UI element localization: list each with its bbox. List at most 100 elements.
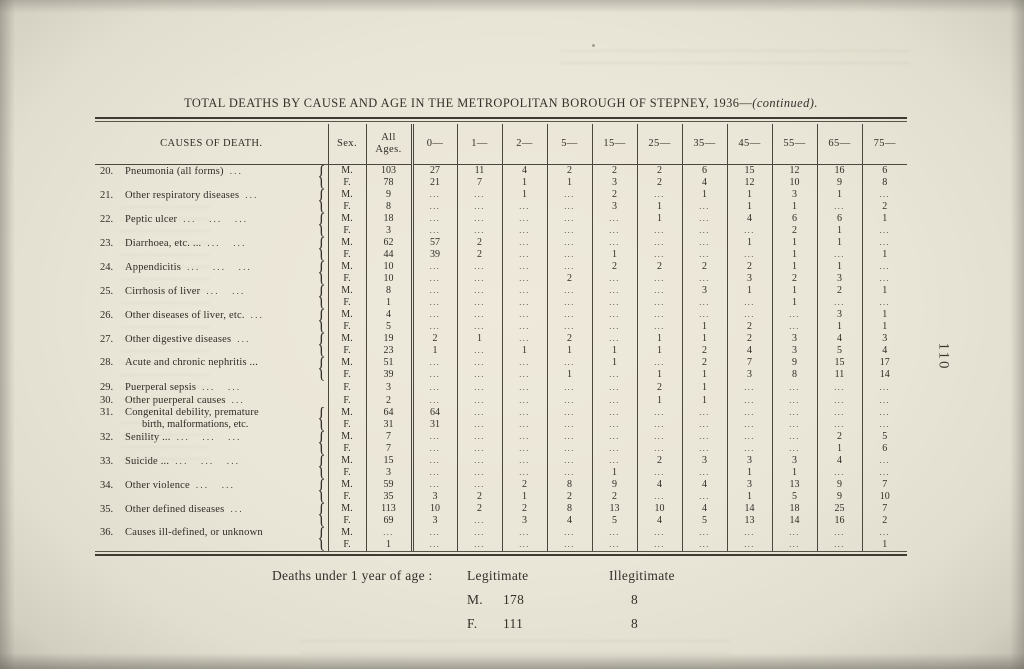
- table-row: F. 35 3 2 1 2 2...... 1 5 9 10: [95, 491, 907, 503]
- sex-cell: M.: [327, 261, 366, 273]
- value-cell: 1: [771, 285, 817, 297]
- value-cell: 2: [636, 455, 682, 467]
- value-cell: ...: [726, 443, 772, 455]
- table-row: F. 7........................... 1 6: [95, 443, 907, 455]
- table-row: 24. Appendicitis... ... ...{M. 10.........…: [95, 259, 907, 287]
- value-cell: 4: [501, 164, 547, 177]
- value-cell: ...: [681, 419, 727, 431]
- value-cell: ...: [456, 345, 502, 357]
- value-cell: 2: [816, 285, 862, 297]
- value-cell: 15: [816, 357, 862, 369]
- column-header: 45—: [726, 124, 772, 165]
- value-cell: ...: [861, 394, 907, 407]
- value-cell: ...: [501, 431, 547, 443]
- leader-dots: ...: [237, 334, 251, 344]
- value-cell: ...: [546, 539, 592, 551]
- value-cell: ...: [546, 297, 592, 309]
- value-cell: ...: [726, 407, 772, 419]
- footer-row-female-sex: F.: [467, 616, 478, 631]
- value-cell: ...: [681, 539, 727, 551]
- table-row: 22. Peptic ulcer... ... ...{M. 18.........…: [95, 211, 907, 239]
- value-cell: 1: [681, 189, 727, 201]
- value-cell: 2: [681, 357, 727, 369]
- value-cell: ...: [411, 455, 457, 467]
- table-row: 28. Acute and chronic nephritis ... {M. 51.…: [95, 355, 907, 383]
- value-cell: ...: [501, 527, 547, 539]
- table-row: 33. Suicide ...... ... ...{M. 15..........…: [95, 453, 907, 481]
- value-cell: 9: [816, 491, 862, 503]
- value-cell: 2: [501, 479, 547, 491]
- ink-speck: [592, 44, 595, 47]
- value-cell: 3: [681, 285, 727, 297]
- value-cell: ...: [456, 394, 502, 407]
- value-cell: ...: [411, 201, 457, 213]
- value-cell: 3: [816, 273, 862, 285]
- leader-dots: ... ... ...: [183, 214, 249, 224]
- value-cell: ...: [546, 527, 592, 539]
- cause-number: 20.: [100, 166, 114, 177]
- column-header: 25—: [636, 124, 682, 165]
- value-cell: ...: [771, 407, 817, 419]
- value-cell: 1: [726, 201, 772, 213]
- value-cell: ...: [501, 333, 547, 345]
- value-cell: ...: [411, 443, 457, 455]
- all-ages-cell: 113: [365, 503, 414, 515]
- value-cell: 2: [591, 164, 637, 177]
- value-cell: ...: [681, 213, 727, 225]
- value-cell: 11: [456, 164, 502, 177]
- value-cell: 3: [726, 479, 772, 491]
- value-cell: ...: [771, 527, 817, 539]
- value-cell: ...: [726, 539, 772, 551]
- value-cell: 2: [456, 237, 502, 249]
- sex-cell: F.: [327, 419, 366, 431]
- value-cell: 1: [681, 369, 727, 381]
- value-cell: ...: [681, 467, 727, 479]
- value-cell: 1: [636, 394, 682, 407]
- value-cell: 2: [681, 261, 727, 273]
- value-cell: ...: [546, 225, 592, 237]
- value-cell: ...: [591, 321, 637, 333]
- cause-cell: 29. Puerperal sepsis ... ...: [95, 381, 328, 394]
- value-cell: ...: [816, 249, 862, 261]
- value-cell: ...: [501, 225, 547, 237]
- sex-cell: M.: [327, 455, 366, 467]
- value-cell: ...: [591, 273, 637, 285]
- all-ages-cell: 19: [365, 333, 414, 345]
- value-cell: 6: [816, 213, 862, 225]
- table-row: 26. Other diseases of liver, etc.... {M. 4.…: [95, 307, 907, 335]
- value-cell: ...: [591, 527, 637, 539]
- value-cell: ...: [411, 394, 457, 407]
- value-cell: ...: [816, 419, 862, 431]
- value-cell: ...: [726, 249, 772, 261]
- cause-number: 35.: [100, 504, 114, 515]
- value-cell: 2: [816, 431, 862, 443]
- value-cell: ...: [816, 527, 862, 539]
- sex-cell: F.: [327, 249, 366, 261]
- cause-number: 33.: [100, 456, 114, 467]
- bleed-through-ghost: [300, 638, 730, 654]
- column-header: 0—: [411, 124, 457, 165]
- value-cell: ...: [636, 225, 682, 237]
- value-cell: 8: [546, 503, 592, 515]
- value-cell: 10: [861, 491, 907, 503]
- table-row: F. 1.............................. 1: [95, 539, 907, 551]
- value-cell: ...: [636, 539, 682, 551]
- leader-dots: ...: [230, 504, 244, 514]
- value-cell: ...: [816, 201, 862, 213]
- value-cell: 3: [816, 309, 862, 321]
- all-ages-cell: 9: [365, 189, 414, 201]
- sex-cell: F.: [327, 273, 366, 285]
- brace-glyph: {: [317, 451, 326, 482]
- leader-dots: ...: [229, 166, 244, 176]
- value-cell: 4: [816, 455, 862, 467]
- value-cell: 1: [636, 333, 682, 345]
- cause-label: Causes ill-defined, or unknown: [125, 527, 263, 538]
- all-ages-cell: 51: [365, 357, 414, 369]
- cause-number: 23.: [100, 238, 114, 249]
- value-cell: 10: [411, 503, 457, 515]
- value-cell: ...: [861, 527, 907, 539]
- value-cell: 39: [411, 249, 457, 261]
- value-cell: 5: [771, 491, 817, 503]
- table-row: 36. Causes ill-defined, or unknown {M.....…: [95, 525, 907, 553]
- column-header: 1—: [456, 124, 502, 165]
